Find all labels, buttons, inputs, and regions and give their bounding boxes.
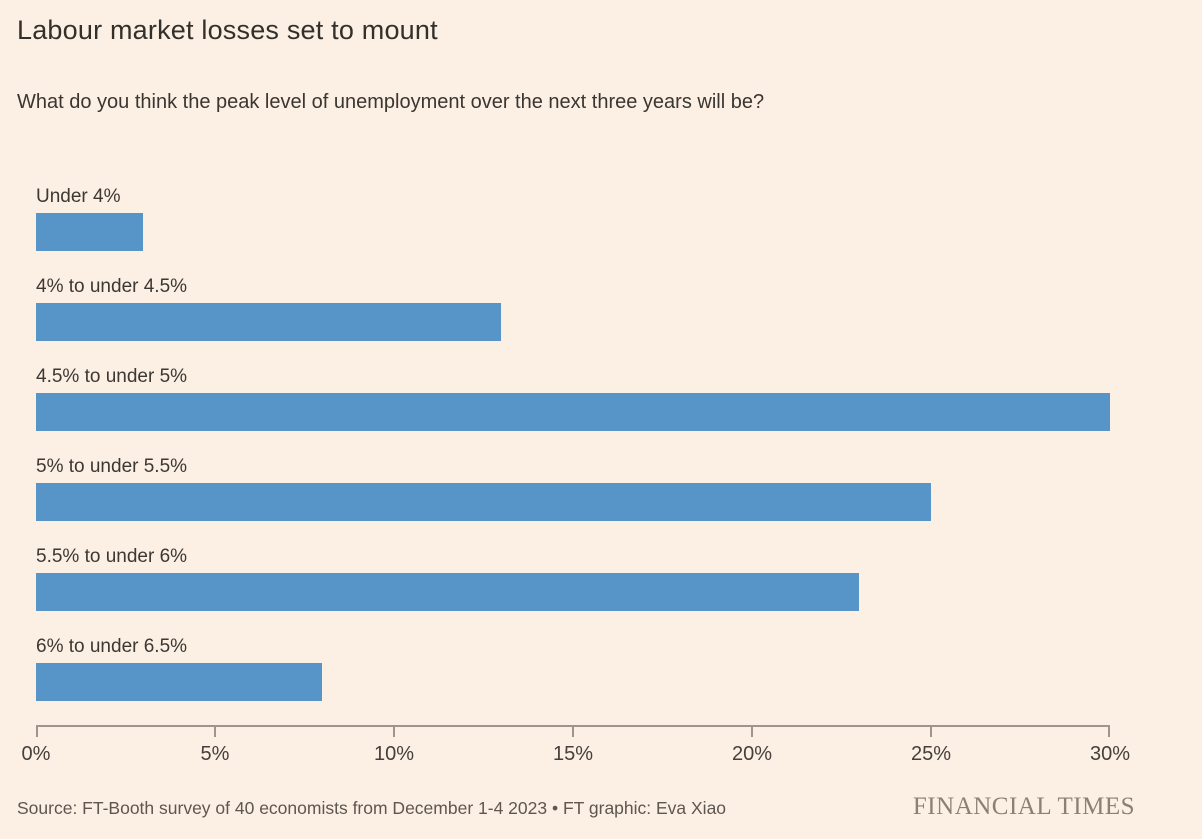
axis-tick-label: 20% [731,743,773,766]
axis-tick-label: 0% [21,743,51,766]
bar-row: 5.5% to under 6% [36,545,1110,612]
chart-subtitle: What do you think the peak level of unem… [17,91,765,114]
axis-tick [36,727,38,738]
axis-tick-label: 25% [910,743,952,766]
bar [36,393,1110,432]
axis-tick [930,727,932,738]
bar-category-label: Under 4% [36,186,121,208]
axis-tick-label: 15% [552,743,594,766]
bar [36,213,144,252]
bar [36,303,502,342]
chart-footer: Source: FT-Booth survey of 40 economists… [17,793,1135,821]
bar-chart: Under 4% 4% to under 4.5% 4.5% to under 5%… [22,185,1130,775]
bar-category-label: 4% to under 4.5% [36,276,188,298]
bar-row: 6% to under 6.5% [36,635,1110,702]
bar-category-label: 4.5% to under 5% [36,366,188,388]
axis-tick [572,727,574,738]
bar-row: 4% to under 4.5% [36,275,1110,342]
axis-tick [213,727,216,738]
axis-tick-label: 5% [200,743,230,766]
bar-category-label: 5.5% to under 6% [36,546,188,568]
bar-rows: Under 4% 4% to under 4.5% 4.5% to under 5%… [36,185,1110,702]
x-axis: 0% 5% 10% 15% 20% 25% 30% [22,725,1130,775]
axis-tick [392,727,395,738]
chart-header: Labour market losses set to mount What d… [0,0,1202,114]
chart-title: Labour market losses set to mount [17,15,438,45]
axis-tick-label: 10% [373,743,415,766]
bar-category-label: 6% to under 6.5% [36,636,188,658]
bar-row: 4.5% to under 5% [36,365,1110,432]
bar-row: 5% to under 5.5% [36,455,1110,522]
source-note: Source: FT-Booth survey of 40 economists… [17,798,727,818]
bar [36,573,860,612]
financial-times-logo: FINANCIAL TIMES [912,793,1135,820]
axis-tick-label: 30% [1089,743,1131,766]
bar-category-label: 5% to under 5.5% [36,456,188,478]
bar [36,483,931,522]
axis-tick [1108,727,1110,738]
axis-tick [750,727,753,738]
bar [36,663,323,702]
bar-row: Under 4% [36,185,1110,252]
